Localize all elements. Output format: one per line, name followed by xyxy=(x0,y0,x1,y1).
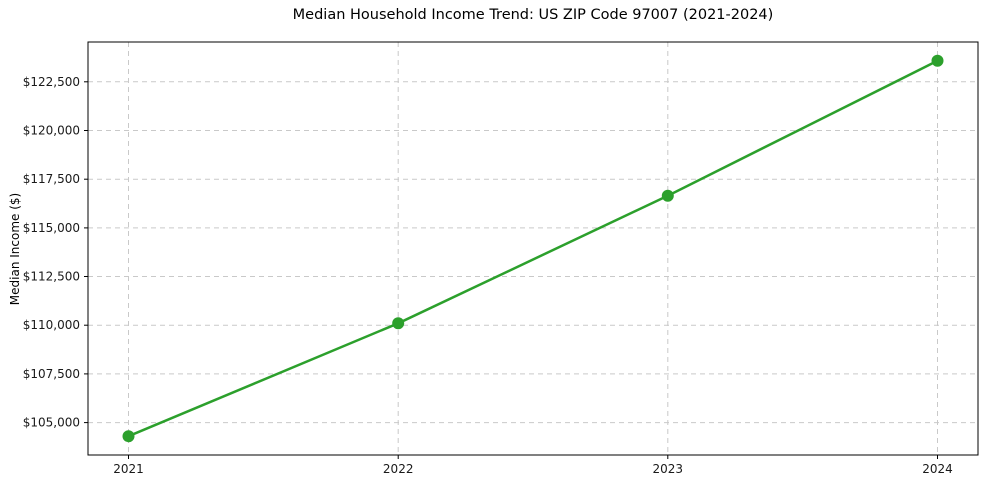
x-tick-label: 2022 xyxy=(383,462,414,476)
x-tick-label: 2024 xyxy=(922,462,953,476)
y-tick-label: $112,500 xyxy=(23,270,80,284)
data-point-marker xyxy=(122,430,135,443)
plot-border xyxy=(87,41,979,456)
chart-title: Median Household Income Trend: US ZIP Co… xyxy=(292,7,774,23)
y-tick-label: $107,500 xyxy=(23,367,80,381)
data-point-marker xyxy=(931,54,944,67)
x-tick-label: 2021 xyxy=(113,462,144,476)
y-tick-label: $120,000 xyxy=(23,124,80,138)
x-tick-label: 2023 xyxy=(653,462,684,476)
y-tick-label: $122,500 xyxy=(23,75,80,89)
y-tick-label: $117,500 xyxy=(23,172,80,186)
y-tick-label: $115,000 xyxy=(23,221,80,235)
trend-line xyxy=(127,59,939,438)
y-tick-label: $105,000 xyxy=(23,416,80,430)
data-point-marker xyxy=(661,189,674,202)
data-point-marker xyxy=(392,317,405,330)
y-tick-label: $110,000 xyxy=(23,318,80,332)
